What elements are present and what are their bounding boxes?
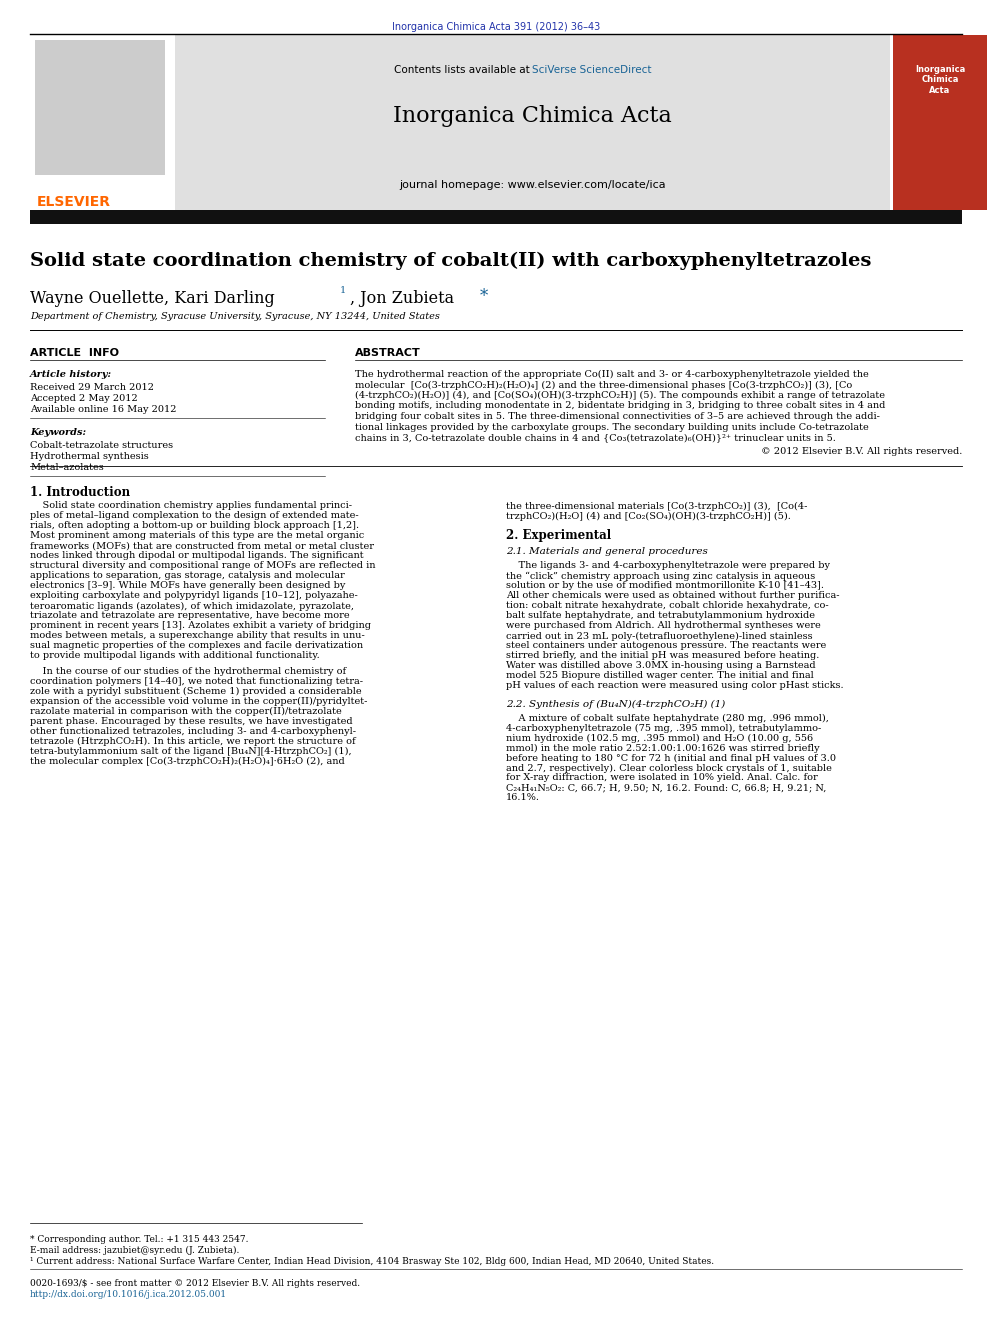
Text: coordination polymers [14–40], we noted that functionalizing tetra-: coordination polymers [14–40], we noted … <box>30 676 363 685</box>
Bar <box>35 40 165 175</box>
Text: Received 29 March 2012: Received 29 March 2012 <box>30 382 154 392</box>
Text: steel containers under autogenous pressure. The reactants were: steel containers under autogenous pressu… <box>506 642 826 651</box>
Text: bridging four cobalt sites in 5. The three-dimensional connectivities of 3–5 are: bridging four cobalt sites in 5. The thr… <box>355 411 880 421</box>
Text: for X-ray diffraction, were isolated in 10% yield. Anal. Calc. for: for X-ray diffraction, were isolated in … <box>506 774 817 782</box>
Text: * Corresponding author. Tel.: +1 315 443 2547.: * Corresponding author. Tel.: +1 315 443… <box>30 1234 249 1244</box>
Text: , Jon Zubieta: , Jon Zubieta <box>350 290 454 307</box>
Text: applications to separation, gas storage, catalysis and molecular: applications to separation, gas storage,… <box>30 572 345 581</box>
Text: C₂₄H₄₁N₅O₂: C, 66.7; H, 9.50; N, 16.2. Found: C, 66.8; H, 9.21; N,: C₂₄H₄₁N₅O₂: C, 66.7; H, 9.50; N, 16.2. F… <box>506 783 826 792</box>
Text: prominent in recent years [13]. Azolates exhibit a variety of bridging: prominent in recent years [13]. Azolates… <box>30 622 371 631</box>
Text: teroaromatic ligands (azolates), of which imidazolate, pyrazolate,: teroaromatic ligands (azolates), of whic… <box>30 602 354 611</box>
Bar <box>30 34 175 210</box>
Text: A mixture of cobalt sulfate heptahydrate (280 mg, .996 mmol),: A mixture of cobalt sulfate heptahydrate… <box>506 713 829 722</box>
Text: Article history:: Article history: <box>30 370 112 378</box>
Text: expansion of the accessible void volume in the copper(II)/pyridyltet-: expansion of the accessible void volume … <box>30 696 367 705</box>
Text: razolate material in comparison with the copper(II)/tetrazolate: razolate material in comparison with the… <box>30 706 342 716</box>
Text: © 2012 Elsevier B.V. All rights reserved.: © 2012 Elsevier B.V. All rights reserved… <box>761 447 962 456</box>
Text: Wayne Ouellette, Kari Darling: Wayne Ouellette, Kari Darling <box>30 290 275 307</box>
Text: model 525 Biopure distilled wager center. The initial and final: model 525 Biopure distilled wager center… <box>506 672 813 680</box>
Bar <box>893 34 987 210</box>
Text: Most prominent among materials of this type are the metal organic: Most prominent among materials of this t… <box>30 532 364 541</box>
Text: ples of metal–ligand complexation to the design of extended mate-: ples of metal–ligand complexation to the… <box>30 512 359 520</box>
Text: Solid state coordination chemistry applies fundamental princi-: Solid state coordination chemistry appli… <box>30 501 352 511</box>
Text: pH values of each reaction were measured using color pHast sticks.: pH values of each reaction were measured… <box>506 681 843 691</box>
Text: the molecular complex [Co(3-trzphCO₂H)₂(H₂O)₄]·6H₂O (2), and: the molecular complex [Co(3-trzphCO₂H)₂(… <box>30 757 345 766</box>
Text: before heating to 180 °C for 72 h (initial and final pH values of 3.0: before heating to 180 °C for 72 h (initi… <box>506 754 836 762</box>
Text: sual magnetic properties of the complexes and facile derivatization: sual magnetic properties of the complexe… <box>30 642 363 651</box>
Text: tetra-butylammonium salt of the ligand [Bu₄N][4-HtrzphCO₂] (1),: tetra-butylammonium salt of the ligand [… <box>30 746 351 755</box>
Text: balt sulfate heptahydrate, and tetrabutylammonium hydroxide: balt sulfate heptahydrate, and tetrabuty… <box>506 611 815 620</box>
Text: were purchased from Aldrich. All hydrothermal syntheses were: were purchased from Aldrich. All hydroth… <box>506 622 820 631</box>
Text: 16.1%.: 16.1%. <box>506 794 540 803</box>
Text: Metal–azolates: Metal–azolates <box>30 463 104 472</box>
Text: Solid state coordination chemistry of cobalt(II) with carboxyphenyltetrazoles: Solid state coordination chemistry of co… <box>30 251 871 270</box>
Text: SciVerse ScienceDirect: SciVerse ScienceDirect <box>533 65 652 75</box>
Text: 0020-1693/$ - see front matter © 2012 Elsevier B.V. All rights reserved.: 0020-1693/$ - see front matter © 2012 El… <box>30 1279 360 1289</box>
Text: Available online 16 May 2012: Available online 16 May 2012 <box>30 405 177 414</box>
Text: ARTICLE  INFO: ARTICLE INFO <box>30 348 119 359</box>
Text: tional linkages provided by the carboxylate groups. The secondary building units: tional linkages provided by the carboxyl… <box>355 422 869 431</box>
Text: bonding motifs, including monodentate in 2, bidentate bridging in 3, bridging to: bonding motifs, including monodentate in… <box>355 401 886 410</box>
Text: ¹ Current address: National Surface Warfare Center, Indian Head Division, 4104 B: ¹ Current address: National Surface Warf… <box>30 1257 714 1266</box>
Text: Inorganica
Chimica
Acta: Inorganica Chimica Acta <box>915 65 965 95</box>
Text: The ligands 3- and 4-carboxyphenyltetrazole were prepared by: The ligands 3- and 4-carboxyphenyltetraz… <box>506 561 830 570</box>
Text: ELSEVIER: ELSEVIER <box>37 194 111 209</box>
Bar <box>30 210 962 224</box>
Text: journal homepage: www.elsevier.com/locate/ica: journal homepage: www.elsevier.com/locat… <box>399 180 666 191</box>
Text: nodes linked through dipodal or multipodal ligands. The significant: nodes linked through dipodal or multipod… <box>30 552 364 561</box>
Text: solution or by the use of modified montmorillonite K-10 [41–43].: solution or by the use of modified montm… <box>506 582 824 590</box>
Text: mmol) in the mole ratio 2.52:1.00:1.00:1626 was stirred briefly: mmol) in the mole ratio 2.52:1.00:1.00:1… <box>506 744 819 753</box>
Text: electronics [3–9]. While MOFs have generally been designed by: electronics [3–9]. While MOFs have gener… <box>30 582 345 590</box>
Text: Cobalt-tetrazolate structures: Cobalt-tetrazolate structures <box>30 441 174 450</box>
Text: Contents lists available at: Contents lists available at <box>394 65 533 75</box>
Text: structural diversity and compositional range of MOFs are reflected in: structural diversity and compositional r… <box>30 561 376 570</box>
Text: (4-trzphCO₂)(H₂O)] (4), and [Co(SO₄)(OH)(3-trzphCO₂H)] (5). The compounds exhibi: (4-trzphCO₂)(H₂O)] (4), and [Co(SO₄)(OH)… <box>355 392 885 400</box>
Text: Keywords:: Keywords: <box>30 429 86 437</box>
Text: 1. Introduction: 1. Introduction <box>30 486 130 499</box>
Text: triazolate and tetrazolate are representative, have become more: triazolate and tetrazolate are represent… <box>30 611 349 620</box>
Text: 1: 1 <box>340 286 346 295</box>
Text: exploiting carboxylate and polypyridyl ligands [10–12], polyazahe-: exploiting carboxylate and polypyridyl l… <box>30 591 358 601</box>
Text: chains in 3, Co-tetrazolate double chains in 4 and {Co₃(tetrazolate)₆(OH)}²⁺ tri: chains in 3, Co-tetrazolate double chain… <box>355 433 836 442</box>
Text: Water was distilled above 3.0MX in-housing using a Barnstead: Water was distilled above 3.0MX in-housi… <box>506 662 815 671</box>
Text: Inorganica Chimica Acta 391 (2012) 36–43: Inorganica Chimica Acta 391 (2012) 36–43 <box>392 22 600 32</box>
Text: 4-carboxyphenyltetrazole (75 mg, .395 mmol), tetrabutylammo-: 4-carboxyphenyltetrazole (75 mg, .395 mm… <box>506 724 821 733</box>
Text: *: * <box>480 288 488 306</box>
Text: In the course of our studies of the hydrothermal chemistry of: In the course of our studies of the hydr… <box>30 667 346 676</box>
Text: http://dx.doi.org/10.1016/j.ica.2012.05.001: http://dx.doi.org/10.1016/j.ica.2012.05.… <box>30 1290 227 1299</box>
Text: to provide multipodal ligands with additional functionality.: to provide multipodal ligands with addit… <box>30 651 319 660</box>
Text: Hydrothermal synthesis: Hydrothermal synthesis <box>30 452 149 460</box>
Text: zole with a pyridyl substituent (Scheme 1) provided a considerable: zole with a pyridyl substituent (Scheme … <box>30 687 362 696</box>
Text: other functionalized tetrazoles, including 3- and 4-carboxyphenyl-: other functionalized tetrazoles, includi… <box>30 726 356 736</box>
Text: nium hydroxide (102.5 mg, .395 mmol) and H₂O (10.00 g, 556: nium hydroxide (102.5 mg, .395 mmol) and… <box>506 733 813 742</box>
Text: molecular  [Co(3-trzphCO₂H)₂(H₂O)₄] (2) and the three-dimensional phases [Co(3-t: molecular [Co(3-trzphCO₂H)₂(H₂O)₄] (2) a… <box>355 381 852 390</box>
Text: the three-dimensional materials [Co(3-trzphCO₂)] (3),  [Co(4-: the three-dimensional materials [Co(3-tr… <box>506 501 807 511</box>
Text: tion: cobalt nitrate hexahydrate, cobalt chloride hexahydrate, co-: tion: cobalt nitrate hexahydrate, cobalt… <box>506 602 828 610</box>
Text: Department of Chemistry, Syracuse University, Syracuse, NY 13244, United States: Department of Chemistry, Syracuse Univer… <box>30 312 439 321</box>
Text: 2.2. Synthesis of (Bu₄N)(4-trzphCO₂H) (1): 2.2. Synthesis of (Bu₄N)(4-trzphCO₂H) (1… <box>506 700 725 709</box>
Text: modes between metals, a superexchange ability that results in unu-: modes between metals, a superexchange ab… <box>30 631 365 640</box>
Text: E-mail address: jazubiet@syr.edu (J. Zubieta).: E-mail address: jazubiet@syr.edu (J. Zub… <box>30 1246 239 1256</box>
Text: Accepted 2 May 2012: Accepted 2 May 2012 <box>30 394 138 404</box>
Text: Inorganica Chimica Acta: Inorganica Chimica Acta <box>393 105 672 127</box>
Text: 2. Experimental: 2. Experimental <box>506 529 611 542</box>
Text: 2.1. Materials and general procedures: 2.1. Materials and general procedures <box>506 548 708 557</box>
Text: trzphCO₂)(H₂O] (4) and [Co₂(SO₄)(OH)(3-trzphCO₂H)] (5).: trzphCO₂)(H₂O] (4) and [Co₂(SO₄)(OH)(3-t… <box>506 512 791 521</box>
Text: carried out in 23 mL poly-(tetrafluoroethylene)-lined stainless: carried out in 23 mL poly-(tetrafluoroet… <box>506 631 812 640</box>
Text: ABSTRACT: ABSTRACT <box>355 348 421 359</box>
Text: the “click” chemistry approach using zinc catalysis in aqueous: the “click” chemistry approach using zin… <box>506 572 815 581</box>
Text: parent phase. Encouraged by these results, we have investigated: parent phase. Encouraged by these result… <box>30 717 352 725</box>
Text: and 2.7, respectively). Clear colorless block crystals of 1, suitable: and 2.7, respectively). Clear colorless … <box>506 763 832 773</box>
Bar <box>175 34 890 210</box>
Text: stirred briefly, and the initial pH was measured before heating.: stirred briefly, and the initial pH was … <box>506 651 819 660</box>
Text: frameworks (MOFs) that are constructed from metal or metal cluster: frameworks (MOFs) that are constructed f… <box>30 541 374 550</box>
Text: The hydrothermal reaction of the appropriate Co(II) salt and 3- or 4-carboxyphen: The hydrothermal reaction of the appropr… <box>355 370 869 380</box>
Text: All other chemicals were used as obtained without further purifica-: All other chemicals were used as obtaine… <box>506 591 839 601</box>
Text: tetrazole (HtrzphCO₂H). In this article, we report the structure of: tetrazole (HtrzphCO₂H). In this article,… <box>30 737 355 746</box>
Text: rials, often adopting a bottom-up or building block approach [1,2].: rials, often adopting a bottom-up or bui… <box>30 521 359 531</box>
